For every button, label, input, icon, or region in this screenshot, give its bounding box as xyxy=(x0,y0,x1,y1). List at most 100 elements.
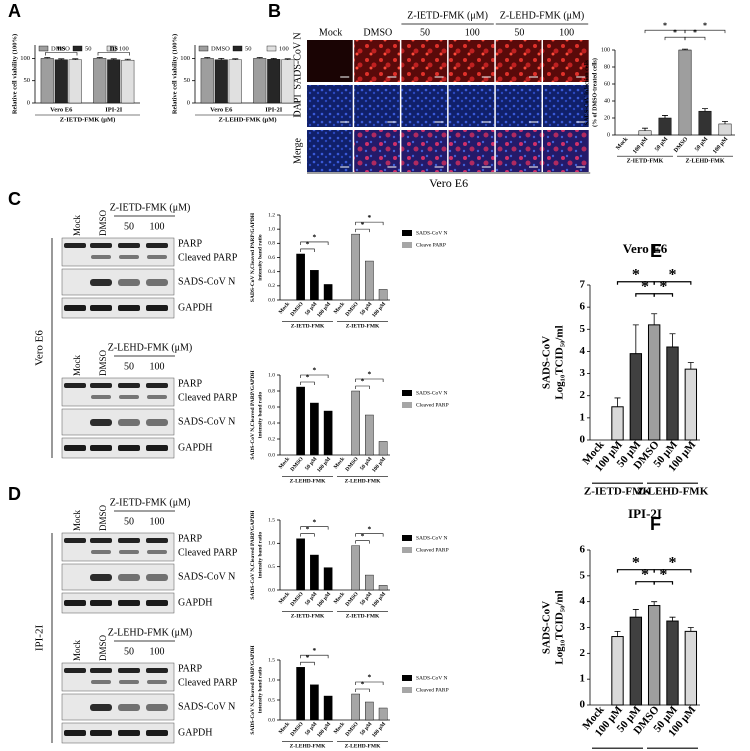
x-tick-label: DMSO xyxy=(345,456,361,473)
y-axis-label: Log₁₀TCID₅₀/ml xyxy=(554,590,566,664)
micrograph xyxy=(354,130,400,172)
bar xyxy=(310,554,319,591)
y-tick-label: 0.0 xyxy=(268,452,275,458)
significance-bracket xyxy=(300,654,329,659)
y-tick-label: 0.0 xyxy=(268,717,275,723)
bar xyxy=(351,233,360,301)
y-tick-label: 0.5 xyxy=(268,697,275,703)
significance-label: * xyxy=(673,28,677,37)
error-bar xyxy=(651,313,658,325)
blot-band xyxy=(146,305,168,311)
blot-band xyxy=(118,419,140,426)
lane-label: Mock xyxy=(72,640,82,661)
x-tick-label: IPI-2I xyxy=(105,106,122,113)
y-tick-label: 2 xyxy=(580,389,586,401)
y-tick-label: 1.0 xyxy=(268,677,275,683)
y-tick-label: 0.2 xyxy=(268,436,275,442)
bar xyxy=(296,253,305,301)
legend-label: Cleave PARP xyxy=(416,242,446,248)
significance-label: * xyxy=(669,554,677,571)
y-tick-label: 100 xyxy=(20,55,30,62)
bar xyxy=(378,441,388,456)
significance-bracket xyxy=(684,29,726,34)
bar xyxy=(323,567,333,591)
error-bar xyxy=(270,57,277,60)
significance-bracket xyxy=(355,533,384,537)
band-label: SADS-CoV N xyxy=(178,571,235,582)
error-bar xyxy=(72,58,79,60)
significance-label: * xyxy=(306,524,310,533)
band-label: Cleaved PARP xyxy=(178,392,238,403)
y-axis-label: Relative cell viability (100%) xyxy=(11,34,18,114)
y-tick-label: 2 xyxy=(580,647,586,659)
bar xyxy=(68,59,82,104)
legend-swatch xyxy=(402,535,412,541)
bar xyxy=(40,58,54,104)
y-tick-label: 1 xyxy=(580,411,586,423)
x-tick-label: Mock xyxy=(615,136,629,152)
band-label: GAPDH xyxy=(178,442,212,453)
treatment-label: Z-LEHD-FMK (μM) xyxy=(108,342,193,353)
y-tick-label: 4 xyxy=(580,345,586,357)
blot-band xyxy=(119,550,139,554)
x-tick-label: 100 μM xyxy=(316,456,333,474)
significance-label: * xyxy=(641,278,649,295)
legend-swatch xyxy=(402,675,412,681)
dose-label: 50 xyxy=(124,361,134,372)
error-bar xyxy=(651,601,658,606)
error-bar xyxy=(687,362,694,370)
bar xyxy=(267,59,281,104)
bar xyxy=(323,695,333,721)
y-tick-label: 1.0 xyxy=(268,541,275,547)
significance-bracket xyxy=(355,378,384,382)
legend-label: Cleaved PARP xyxy=(416,402,449,408)
bar xyxy=(629,353,643,441)
micrograph xyxy=(495,85,542,127)
band-label: SADS-CoV N xyxy=(178,416,235,427)
group-label: Z-IETD-FMK xyxy=(346,613,380,619)
y-tick-label: 60 xyxy=(604,81,610,87)
micrograph xyxy=(495,130,542,172)
panel-letter: C xyxy=(8,189,21,209)
blot-band xyxy=(64,538,86,543)
bar xyxy=(323,410,333,456)
group-label: Z-IETD-FMK xyxy=(584,486,652,498)
bar xyxy=(378,707,388,721)
significance-bracket xyxy=(644,29,686,34)
blot-band xyxy=(91,550,111,554)
blot-band xyxy=(119,680,139,684)
significance-bracket xyxy=(300,526,329,530)
row-label: Merge xyxy=(292,137,303,163)
legend-swatch xyxy=(402,230,412,236)
y-axis-label: intensity band ratio xyxy=(257,532,263,578)
x-tick-label: 50 μM xyxy=(654,136,669,153)
error-bar xyxy=(232,58,239,60)
x-tick-label: 100 μM xyxy=(712,136,729,155)
legend-label: DMSO xyxy=(51,45,70,52)
micrograph xyxy=(307,130,353,172)
blot-band xyxy=(64,243,86,248)
legend-label: 100 xyxy=(119,45,129,52)
y-tick-label: 0.4 xyxy=(268,420,275,426)
error-bar xyxy=(614,397,621,407)
legend-label: SADS-CoV N xyxy=(416,230,448,236)
chart-title: IPI-2I xyxy=(628,506,662,521)
bar xyxy=(629,616,643,706)
cell-line-label: IPI-2I xyxy=(34,625,46,652)
significance-bracket xyxy=(653,293,674,297)
panel-letter: D xyxy=(8,484,21,504)
group-label: Z-IETD-FMK xyxy=(291,323,325,329)
error-bar xyxy=(682,48,688,50)
x-tick-label: 100 μM xyxy=(316,721,333,739)
y-axis-label: intensity band ratio xyxy=(257,234,263,280)
y-tick-label: 80 xyxy=(604,64,610,70)
blot-band xyxy=(64,383,86,388)
micrograph xyxy=(401,130,448,172)
micrograph xyxy=(448,85,495,127)
bar xyxy=(310,684,319,721)
treatment-label: Z-IETD-FMK (μM) xyxy=(110,497,191,508)
significance-label: * xyxy=(361,680,365,689)
significance-bracket xyxy=(300,661,315,666)
blot-band xyxy=(118,538,140,543)
legend-swatch xyxy=(402,390,412,396)
